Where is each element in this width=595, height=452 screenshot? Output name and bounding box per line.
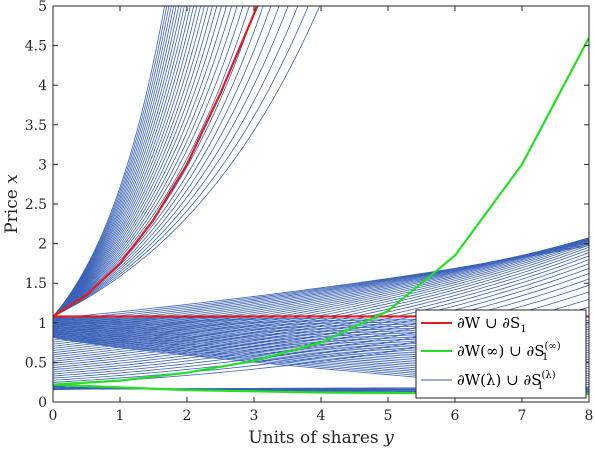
x-axis-label-text: Units of shares [248, 428, 384, 448]
family-curve-upper [53, 6, 227, 317]
family-curve-lower [53, 255, 589, 366]
y-axis-label-text: Price [2, 184, 22, 234]
y-tick-label: 0.5 [25, 355, 47, 371]
y-tick-label: 2.5 [25, 197, 47, 213]
x-tick-label: 8 [585, 408, 594, 424]
family-curve-upper [53, 6, 191, 317]
legend-label: ∂W(λ) ∪ ∂S(λ) 1 [457, 370, 556, 392]
family-curve-upper [53, 6, 195, 317]
family-curve-upper [53, 6, 205, 317]
y-axis-label-var: x [2, 174, 22, 184]
family-curve-upper [53, 6, 238, 317]
x-tick-label: 1 [116, 408, 125, 424]
family-curve-lower [53, 244, 589, 358]
y-tick-label: 1.5 [25, 276, 47, 292]
x-axis-label-var: y [383, 428, 394, 448]
legend-label: ∂W(∞) ∪ ∂S(∞) 1 [457, 341, 561, 363]
y-tick-label: 3.5 [25, 118, 47, 134]
y-tick-label: 4.5 [25, 39, 47, 55]
x-tick-label: 2 [183, 408, 192, 424]
family-curve-upper [53, 6, 222, 317]
x-tick-label: 5 [384, 408, 393, 424]
family-curve-upper [53, 6, 218, 317]
legend-label: ∂W ∪ ∂S1 [457, 314, 527, 335]
family-curve-upper [53, 6, 213, 317]
legend: ∂W ∪ ∂S1 ∂W(∞) ∪ ∂S(∞) 1 ∂W(λ) ∪ ∂S(λ) 1 [415, 309, 587, 399]
y-tick-label: 1 [38, 316, 47, 332]
y-tick-label: 0 [38, 395, 47, 411]
x-tick-label: 0 [49, 408, 58, 424]
family-curve-upper [53, 6, 299, 317]
family-curve-upper [53, 6, 289, 317]
boundary-curve-red [53, 6, 259, 318]
x-tick-label: 4 [317, 408, 326, 424]
family-curve-upper [53, 6, 188, 317]
y-tick-label: 3 [38, 157, 47, 173]
family-curve-upper [53, 6, 244, 317]
x-tick-label: 3 [250, 408, 259, 424]
x-axis-label: Units of shares y [248, 428, 394, 448]
family-curve-upper [53, 6, 202, 317]
x-tick-labels: 0 1 2 3 4 5 6 7 8 [49, 408, 594, 424]
family-curve-upper [53, 6, 309, 317]
family-curve-lower [53, 252, 589, 364]
family-curve-upper [53, 6, 321, 317]
family-curve-upper [53, 6, 198, 317]
y-tick-label: 2 [38, 237, 47, 253]
axes [52, 5, 590, 403]
family-curve-upper [53, 6, 233, 317]
family-curve-upper [53, 6, 264, 317]
y-tick-label: 5 [38, 0, 47, 15]
x-tick-label: 6 [451, 408, 460, 424]
family-curve-lower [53, 278, 589, 377]
y-axis-label: Price x [2, 174, 22, 234]
family-curve-upper [53, 6, 185, 317]
y-tick-labels: 0 0.5 1 1.5 2 2.5 3 3.5 4 4.5 5 [25, 0, 47, 411]
x-tick-label: 7 [518, 408, 527, 424]
family-curve-upper [53, 6, 250, 317]
family-curve-lower [53, 245, 589, 319]
y-tick-label: 4 [38, 78, 47, 94]
family-curve-upper [53, 6, 209, 317]
legend-box [415, 309, 587, 399]
family-curve-lower [53, 267, 589, 373]
boundary-curve-green [53, 37, 589, 386]
